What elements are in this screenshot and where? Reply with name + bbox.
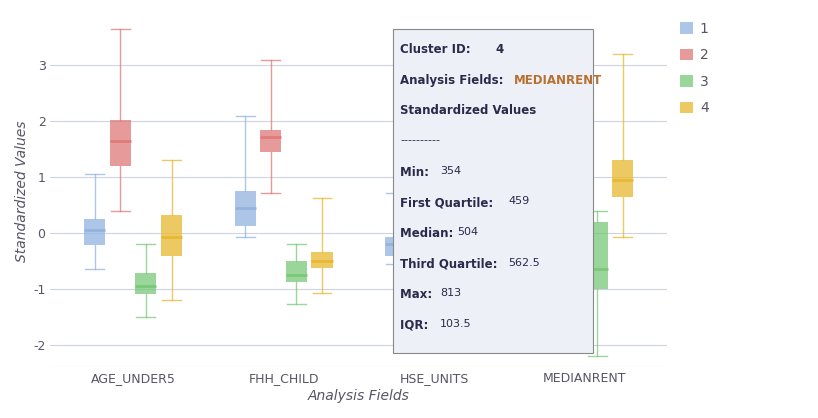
Bar [436,264,457,289]
Bar [312,252,333,268]
Bar [587,222,608,289]
Text: Min:: Min: [400,166,434,178]
Bar [285,261,307,282]
Text: Max:: Max: [400,288,437,301]
Text: Standardized Values: Standardized Values [400,104,537,117]
Bar [161,215,182,256]
Bar [411,135,432,186]
FancyBboxPatch shape [393,29,593,353]
Text: 4: 4 [496,43,504,56]
Text: 354: 354 [440,166,461,176]
Y-axis label: Standardized Values: Standardized Values [15,120,29,262]
Text: MEDIANRENT: MEDIANRENT [515,74,603,87]
Text: First Quartile:: First Quartile: [400,196,497,209]
Bar [462,188,483,233]
Text: 504: 504 [457,227,478,237]
Text: 813: 813 [440,288,461,298]
Bar [136,273,156,294]
Text: Median:: Median: [400,227,458,240]
Text: 103.5: 103.5 [440,319,472,329]
Text: 562.5: 562.5 [508,257,540,268]
X-axis label: Analysis Fields: Analysis Fields [308,389,410,403]
Text: Cluster ID:: Cluster ID: [400,43,475,56]
Bar [536,226,557,293]
Bar [613,160,633,196]
Bar [260,130,281,152]
Text: Analysis Fields:: Analysis Fields: [400,74,508,87]
Bar [561,198,582,223]
Text: 459: 459 [508,196,529,206]
Text: IQR:: IQR: [400,319,433,332]
Text: Third Quartile:: Third Quartile: [400,257,501,270]
Bar [385,237,407,256]
Legend: 1, 2, 3, 4: 1, 2, 3, 4 [681,22,708,115]
Bar [84,219,106,245]
Bar [235,191,256,226]
Bar [110,120,131,166]
Text: ----------: ---------- [400,135,440,145]
